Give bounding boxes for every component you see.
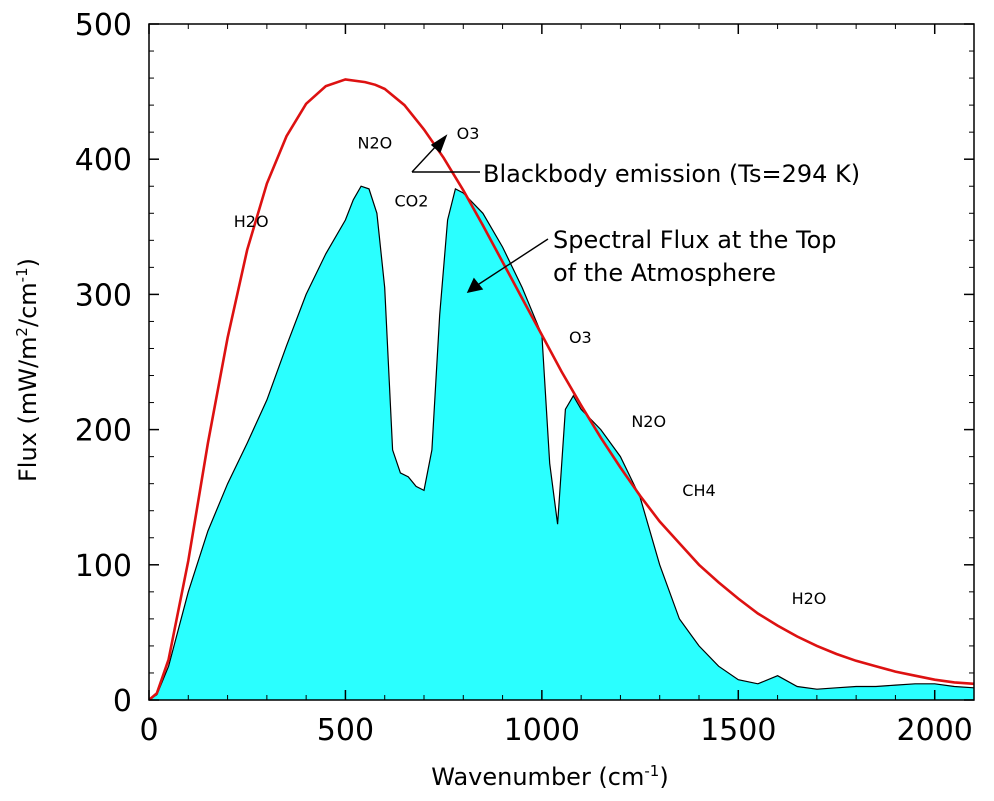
y-tick-label: 500 (75, 8, 132, 43)
x-axis-title: Wavenumber (cm-1) (431, 762, 668, 791)
blackbody-curve (149, 78, 974, 700)
gas-label-h2o: H2O (234, 212, 269, 231)
x-tick-label: 500 (317, 713, 374, 748)
x-tick-label: 2000 (897, 713, 973, 748)
gas-label-ch4: CH4 (682, 481, 715, 500)
spectral-annotation-line1: Spectral Flux at the Top (553, 226, 837, 254)
spectral-flux-line (149, 185, 974, 700)
spectral-annotation-line2: of the Atmosphere (553, 259, 776, 287)
blackbody-arrow (411, 134, 480, 173)
y-axis-title: Flux (mW/m2/cm-1) (13, 258, 42, 482)
gas-label-co2: CO2 (394, 192, 428, 211)
y-tick-label: 200 (75, 414, 132, 449)
x-tick-label: 1500 (700, 713, 776, 748)
gas-labels: H2O N2O CO2 O3 O3 N2O CH4 H2O (234, 124, 827, 608)
x-tick-label: 0 (139, 713, 158, 748)
y-tick-label: 0 (113, 684, 132, 719)
spectral-arrow (466, 238, 549, 293)
gas-label-o3: O3 (569, 328, 592, 347)
blackbody-annotation: Blackbody emission (Ts=294 K) (483, 160, 860, 188)
gas-label-o3: O3 (457, 124, 480, 143)
spectral-flux-area (149, 186, 974, 700)
gas-label-n2o: N2O (358, 133, 393, 152)
gas-label-n2o: N2O (631, 412, 666, 431)
y-tick-label: 100 (75, 549, 132, 584)
plot-frame (148, 23, 975, 701)
y-axis-ticks: 0 100 200 300 400 500 (75, 8, 974, 719)
x-tick-label: 1000 (504, 713, 580, 748)
x-axis-ticks: 0 500 1000 1500 2000 (139, 24, 973, 748)
y-tick-label: 300 (75, 278, 132, 313)
y-tick-label: 400 (75, 143, 132, 178)
gas-label-h2o: H2O (792, 589, 827, 608)
